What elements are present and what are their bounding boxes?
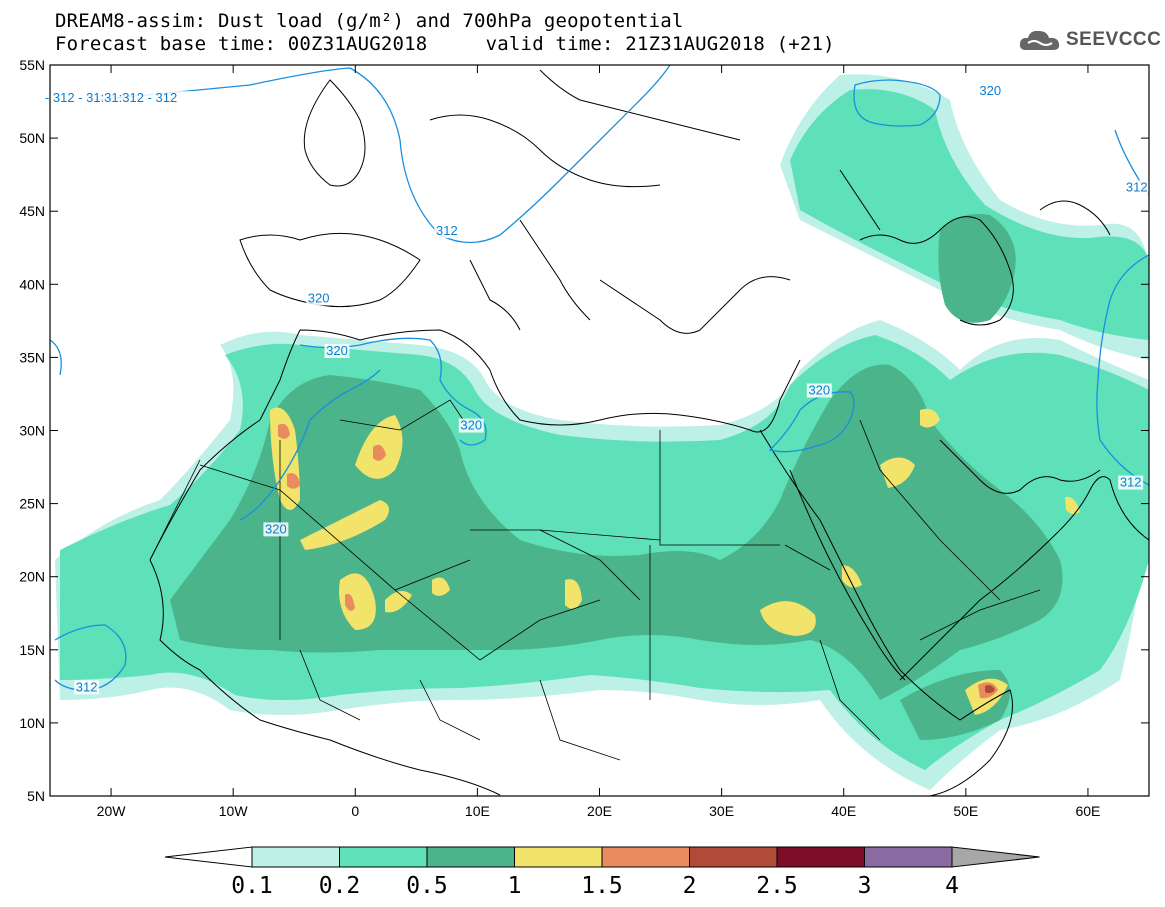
colorbar-segment: [689, 846, 778, 868]
lon-tick-label: 10E: [465, 803, 490, 819]
seevccc-logo: SEEVCCC: [1018, 26, 1161, 54]
colorbar-label: 0.1: [231, 873, 273, 899]
lon-tick-label: 60E: [1075, 803, 1100, 819]
contour-label-bg: [977, 83, 1003, 98]
colorbar-label: 0.5: [406, 873, 448, 899]
lon-tick-label: 20E: [587, 803, 612, 819]
lon-tick-label: 50E: [953, 803, 978, 819]
contour-label: 312: [1126, 179, 1148, 194]
contour-labels: - 312 - 31:31:312 - 312 320 312 312 320 320 32…: [28, 83, 1150, 695]
contour-label-bg: [28, 91, 194, 106]
lon-tick-label: 0: [351, 803, 359, 819]
colorbar-segment: [514, 846, 603, 868]
lat-tick-label: 40N: [19, 276, 45, 292]
contour-label: 312: [76, 679, 98, 694]
colorbar-segment: [426, 846, 515, 868]
lat-tick-label: 15N: [19, 642, 45, 658]
contour-label-bg: [263, 522, 289, 537]
lon-tick-label: 20W: [97, 803, 127, 819]
contour-label-bg: [306, 291, 332, 306]
cloud-icon: [1019, 30, 1060, 50]
lon-tick-label: 40E: [831, 803, 856, 819]
lat-tick-label: 50N: [19, 130, 45, 146]
contour-label-bg: [324, 344, 350, 359]
colorbar-segment: [601, 846, 690, 868]
logo-text: SEEVCCC: [1066, 29, 1162, 50]
colorbar-label: 2.5: [756, 873, 798, 899]
colorbar-label: 2: [683, 873, 697, 899]
lon-tick-label: 30E: [709, 803, 734, 819]
contour-label-bg: [1124, 180, 1150, 195]
map-title: DREAM8-assim: Dust load (g/m²) and 700hP…: [55, 10, 684, 32]
colorbar-arrow-high: [951, 846, 1040, 868]
lat-tick-label: 25N: [19, 496, 45, 512]
contour-label-bg: [74, 680, 100, 695]
contour-label-bg: [1118, 475, 1144, 490]
colorbar: 0.1 0.2 0.5 1 1.5 2 2.5 3 4: [164, 846, 1040, 899]
dust-band-2: [985, 685, 995, 694]
contour-label: 320: [308, 290, 330, 305]
contour-label: - 312 - 31:31:312 - 312: [45, 90, 177, 105]
lat-tick-label: 20N: [19, 569, 45, 585]
lat-tick-label: 45N: [19, 203, 45, 219]
coastlines: [149, 69, 1149, 796]
colorbar-label: 0.2: [319, 873, 361, 899]
colorbar-arrow-low: [164, 846, 253, 868]
contour-label: 320: [326, 343, 348, 358]
country-borders: [149, 399, 1041, 761]
lat-tick-label: 10N: [19, 715, 45, 731]
colorbar-label: 1: [508, 873, 522, 899]
contour-label: 320: [265, 521, 287, 536]
longitude-axis: 20W 10W 0 10E 20E 30E 40E 50E 60E: [97, 65, 1100, 819]
lat-tick-label: 5N: [27, 788, 45, 804]
colorbar-segment: [251, 846, 340, 868]
colorbar-label: 1.5: [581, 873, 623, 899]
lat-tick-label: 30N: [19, 423, 45, 439]
contour-label: 312: [436, 223, 458, 238]
colorbar-segment: [864, 846, 953, 868]
map-subtitle-times: Forecast base time: 00Z31AUG2018 valid t…: [55, 33, 835, 55]
dust-band-1.5: [278, 423, 998, 699]
contour-label: 320: [979, 83, 1001, 98]
lat-tick-label: 55N: [19, 57, 45, 73]
colorbar-label: 3: [858, 873, 872, 899]
contour-label-bg: [806, 383, 832, 398]
dust-field: [55, 74, 1149, 790]
colorbar-segment: [776, 846, 865, 868]
colorbar-segment: [339, 846, 428, 868]
latitude-axis: 5N 10N 15N 20N 25N 30N 35N 40N 45N 50N 55N: [19, 57, 1149, 804]
contour-label-bg: [434, 224, 460, 239]
contour-label: 312: [1120, 475, 1142, 490]
colorbar-label: 4: [945, 873, 959, 899]
contour-label: 320: [460, 418, 482, 433]
lat-tick-label: 35N: [19, 349, 45, 365]
dust-band-0.2-north: [790, 89, 1149, 341]
lon-tick-label: 10W: [219, 803, 249, 819]
contour-label-bg: [458, 418, 484, 433]
contour-label: 320: [808, 382, 830, 397]
